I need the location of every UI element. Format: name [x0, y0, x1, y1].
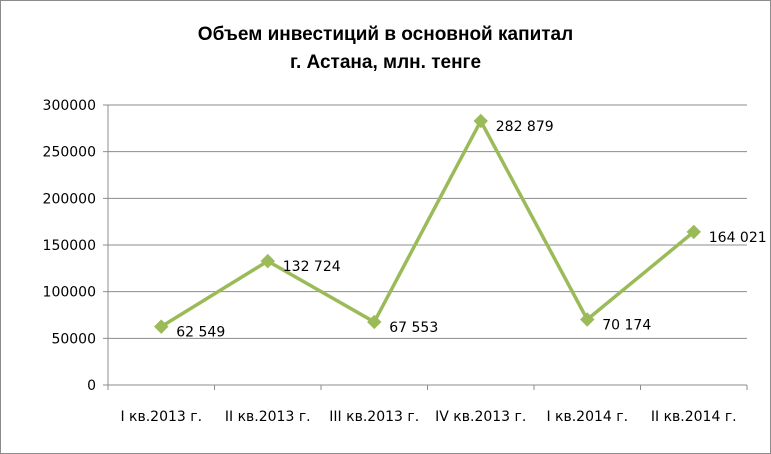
x-tick-label: II кв.2014 г. [651, 409, 737, 425]
y-tick-label: 0 [87, 378, 96, 394]
y-tick-label: 200000 [43, 191, 96, 207]
y-tick-label: 50000 [51, 331, 96, 347]
x-tick-label: I кв.2013 г. [120, 409, 202, 425]
data-point [367, 314, 382, 330]
y-tick-label: 100000 [43, 285, 96, 301]
data-label: 164 021 [709, 230, 767, 246]
y-tick-label: 250000 [43, 145, 96, 161]
chart-title: Объем инвестиций в основной капитал г. А… [1, 21, 770, 77]
x-tick-label: III кв.2013 г. [329, 409, 419, 425]
data-point [154, 319, 169, 334]
data-label: 62 549 [176, 325, 225, 341]
x-tick-label: IV кв.2013 г. [435, 409, 526, 425]
data-label: 70 174 [602, 318, 651, 334]
y-tick-label: 300000 [43, 98, 96, 114]
x-tick-label: I кв.2014 г. [546, 409, 628, 425]
y-tick-label: 150000 [43, 238, 96, 254]
data-point [686, 224, 701, 240]
data-point [260, 253, 275, 269]
x-tick-label: II кв.2013 г. [225, 409, 311, 425]
series-line [159, 119, 696, 329]
chart-title-line-1: Объем инвестиций в основной капитал [197, 24, 574, 45]
data-label: 132 724 [283, 259, 341, 275]
data-label: 67 553 [389, 320, 438, 336]
data-point [473, 113, 488, 129]
chart-title-line-2: г. Астана, млн. тенге [289, 52, 482, 73]
data-point [580, 312, 595, 327]
data-label: 282 879 [496, 119, 554, 135]
